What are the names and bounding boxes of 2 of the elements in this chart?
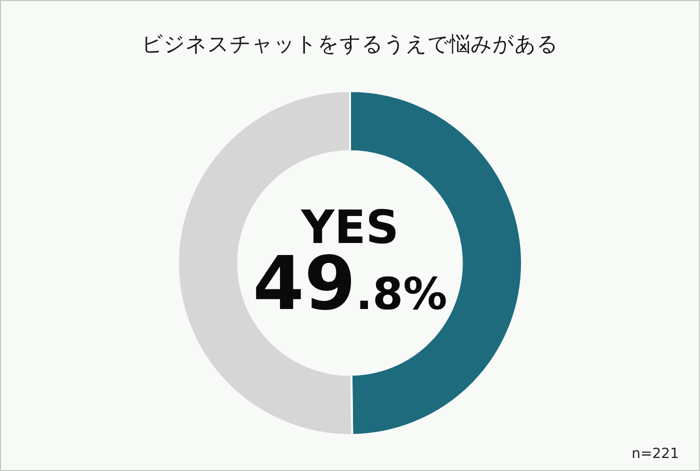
chart-title: ビジネスチャットをするうえで悩みがある bbox=[140, 31, 560, 58]
text: n=221 bbox=[632, 446, 679, 462]
